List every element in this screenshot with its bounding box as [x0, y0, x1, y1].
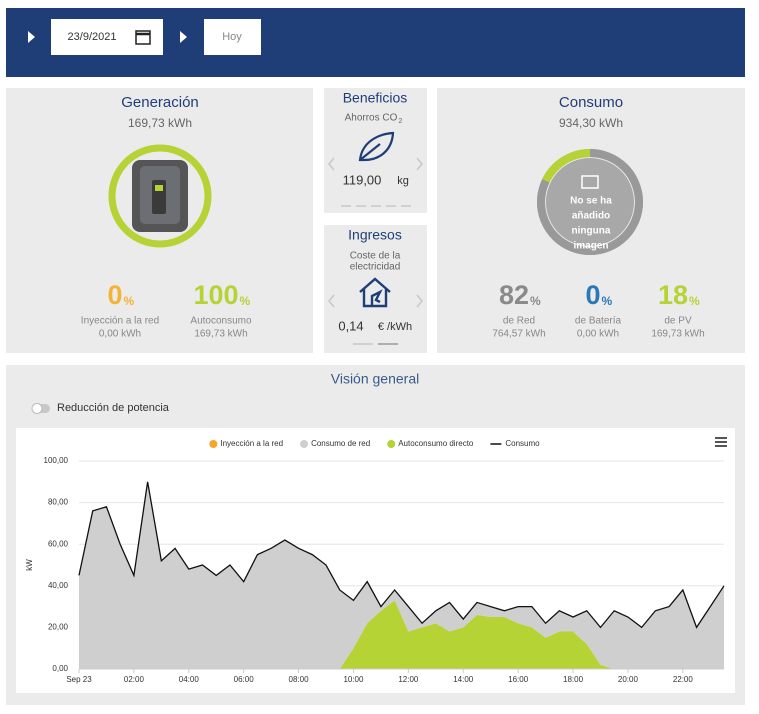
panel-subtitle: Coste de la [350, 251, 401, 262]
panel-title: Beneficios [343, 90, 408, 106]
metric-label: de Red [503, 316, 535, 327]
y-tick-label: 40,00 [48, 581, 69, 590]
ring-arc [537, 149, 643, 255]
today-button[interactable] [204, 19, 261, 55]
x-tick-label: 04:00 [179, 675, 200, 684]
y-tick-label: 80,00 [48, 498, 69, 507]
image-placeholder [546, 158, 634, 246]
carousel-dots[interactable] [341, 205, 411, 345]
metric-unit: % [689, 294, 700, 308]
legend-marker [209, 440, 218, 448]
subscript: 2 [398, 118, 402, 125]
y-axis-label: kW [25, 559, 34, 571]
x-tick-label: 22:00 [673, 675, 694, 684]
panel-title: Generación [121, 94, 199, 111]
metric-unit: % [530, 294, 541, 308]
x-tick-label: 06:00 [234, 675, 255, 684]
legend-marker [387, 440, 396, 448]
panel-title: Consumo [559, 94, 623, 111]
image-note: imagen [573, 241, 608, 252]
area [79, 600, 724, 669]
carousel-arrows[interactable] [328, 157, 423, 308]
legend-label: Consumo [505, 439, 540, 448]
x-tick-label: 20:00 [618, 675, 639, 684]
chart: 0,00 20,00 40,00 60,00 80,00 100,00 Sep 23 02:0… [25, 439, 725, 684]
metric-label: Inyección a la red [81, 316, 159, 327]
panel-total: 169,73 kWh [128, 116, 192, 130]
metric-unit: % [240, 294, 251, 308]
x-tick-label: 14:00 [453, 675, 474, 684]
metric-label: de Batería [575, 316, 622, 327]
line [78, 481, 725, 629]
metric-label: de PV [664, 316, 692, 327]
x-tick-label: 18:00 [563, 675, 584, 684]
metric-value: 82 [499, 280, 529, 310]
prev-day[interactable] [28, 31, 35, 43]
metric-sub: 169,73 kWh [651, 329, 704, 340]
toggle-switch[interactable] [31, 403, 50, 414]
image-note: No se ha [570, 196, 612, 207]
legend-label: Inyección a la red [220, 439, 283, 448]
metric-sub: 0,00 kWh [577, 329, 619, 340]
panel-total: 934,30 kWh [559, 116, 623, 130]
metric-unit: % [124, 294, 135, 308]
calendar-icon[interactable] [135, 30, 151, 45]
y-tick-label: 100,00 [44, 456, 69, 465]
section-title: Visión general [331, 371, 419, 387]
image-icon [581, 175, 599, 189]
metric-sub: 169,73 kWh [194, 329, 247, 340]
metric-unit: % [602, 294, 613, 308]
panel-unit: € /kWh [378, 321, 412, 333]
metric-label: Autoconsumo [190, 316, 252, 327]
x-tick-label: 02:00 [124, 675, 145, 684]
panel-subtitle: electricidad [350, 262, 401, 273]
inverter-image [132, 160, 188, 232]
next-day[interactable] [180, 31, 187, 43]
metric-value: 0 [107, 280, 122, 310]
y-tick-label: 60,00 [48, 539, 69, 548]
x-tick-label: Sep 23 [66, 675, 92, 684]
panel-ingresos [324, 225, 427, 353]
metric-sub: 0,00 kWh [99, 329, 141, 340]
house-icon [359, 277, 391, 308]
legend-label: Consumo de red [311, 439, 370, 448]
image-note: añadido [572, 211, 610, 222]
x-tick-label: 08:00 [289, 675, 310, 684]
ring-arc [108, 144, 212, 248]
legend-marker [300, 440, 309, 448]
y-tick-label: 0,00 [52, 664, 68, 673]
y-tick-label: 20,00 [48, 623, 69, 632]
metric-value: 18 [658, 280, 688, 310]
panel-value: 0,14 [338, 318, 363, 333]
chart-menu[interactable] [715, 437, 727, 447]
x-tick-label: 16:00 [508, 675, 529, 684]
date-text: 23/9/2021 [68, 31, 117, 43]
metric-value: 0 [585, 280, 600, 310]
x-tick-label: 12:00 [398, 675, 419, 684]
metric-value: 100 [193, 280, 238, 310]
today-text: Hoy [222, 31, 242, 43]
panel-unit: kg [397, 175, 409, 187]
x-tick-label: 10:00 [343, 675, 364, 684]
toggle-label: Reducción de potencia [57, 402, 170, 414]
panel-value: 119,00 [343, 172, 382, 187]
legend-label: Autoconsumo directo [398, 439, 474, 448]
panel-beneficios [324, 88, 427, 213]
image-note: ninguna [572, 226, 611, 237]
panel-title: Ingresos [348, 227, 402, 243]
leaf-icon [358, 131, 395, 162]
metric-sub: 764,57 kWh [492, 329, 545, 340]
panel-subtitle: Ahorros CO [345, 113, 398, 124]
date-input[interactable] [51, 19, 163, 55]
area [79, 481, 724, 669]
